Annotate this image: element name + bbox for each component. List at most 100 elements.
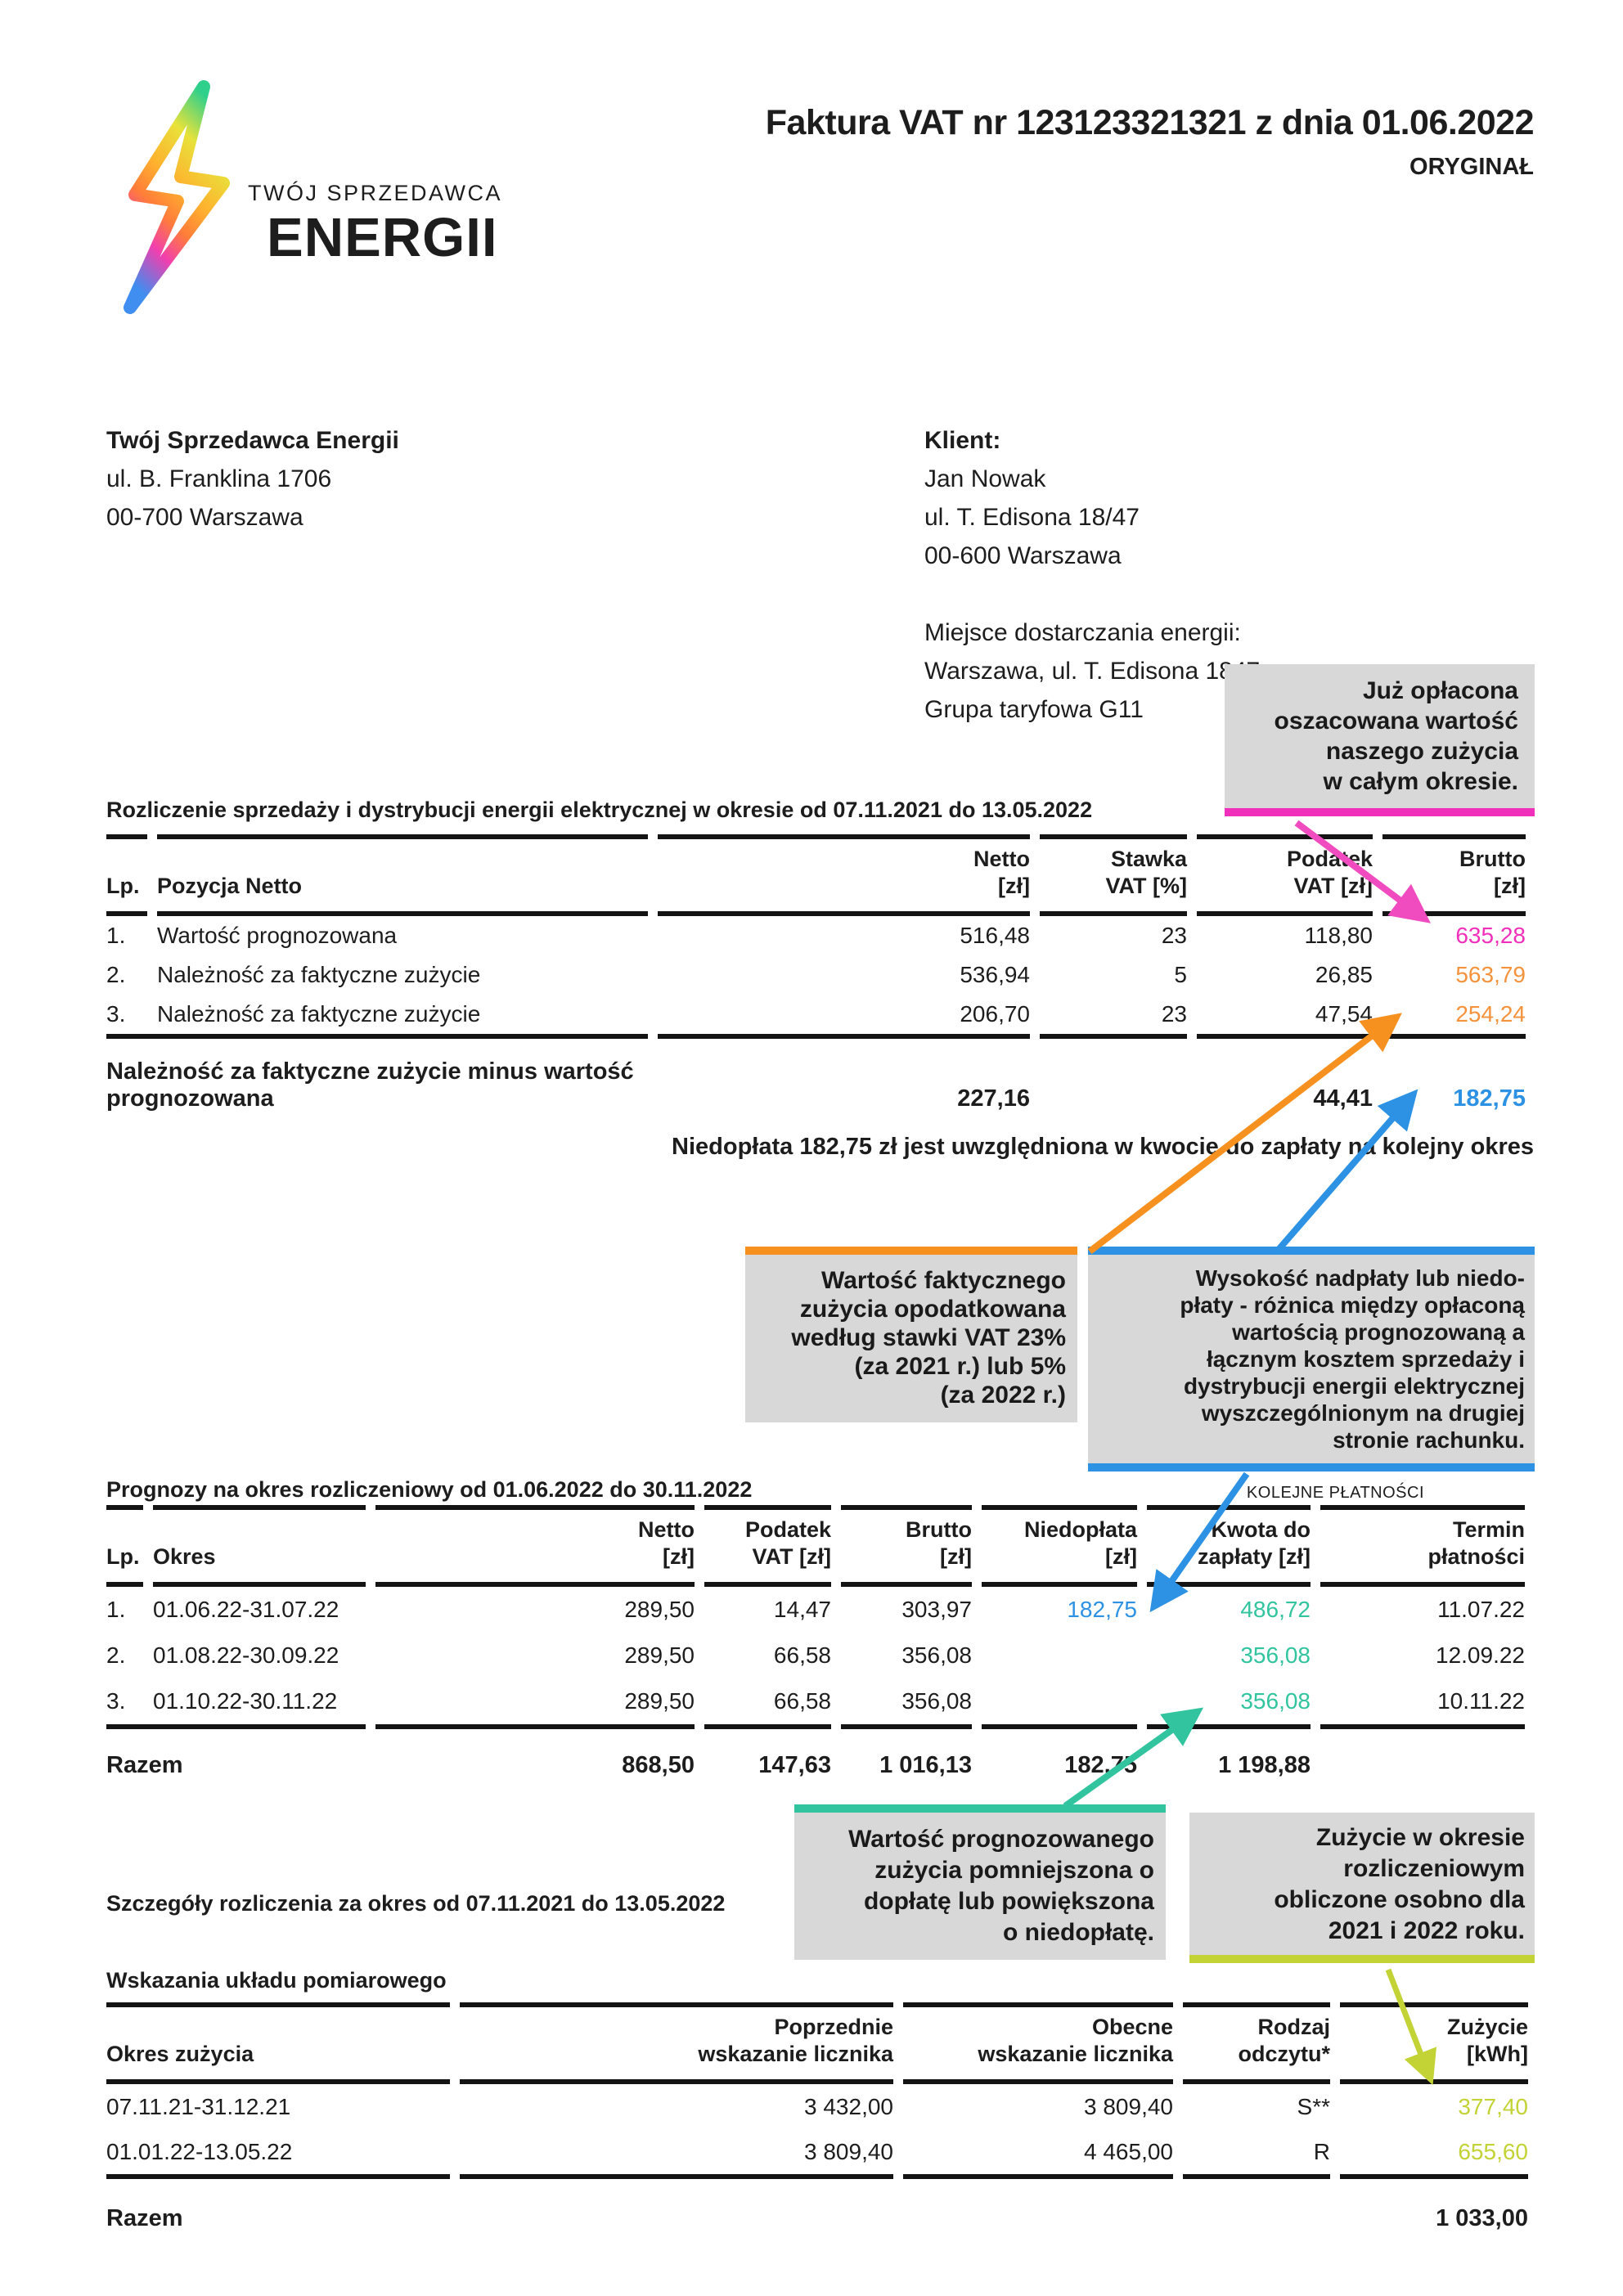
table-row: 1. 01.06.22-31.07.22 289,50 14,47 303,97… [106, 1587, 1525, 1633]
summary-vat: 44,41 [1197, 1034, 1373, 1124]
cell-okres: 01.01.22-13.05.22 [106, 2138, 293, 2164]
invoice-title: Faktura VAT nr 123123321321 z dnia 01.06… [765, 103, 1535, 142]
summary-kwota: 1 198,88 [1147, 1724, 1311, 1792]
summary-empty [1183, 2174, 1330, 2245]
summary-termin [1320, 1724, 1525, 1792]
summary-brutto: 182,75 [1382, 1034, 1526, 1124]
cell-okres: 01.08.22-30.09.22 [153, 1642, 339, 1668]
cell-vat: 26,85 [1315, 962, 1373, 987]
cell-obecne: 4 465,00 [1084, 2138, 1173, 2164]
cell-niedoplata [982, 1678, 1137, 1724]
col-vat: Podatek VAT [zł] [704, 1505, 831, 1587]
cell-zuzycie: 655,60 [1458, 2138, 1528, 2164]
cell-rodzaj: R [1313, 2138, 1330, 2164]
table-row: Lp. Okres Netto [zł] Podatek VAT [zł] Br… [106, 1505, 1525, 1587]
meter-table-title: Wskazania układu pomiarowego [106, 1968, 447, 1993]
cell-netto: 289,50 [624, 1642, 695, 1668]
cell-brutto: 563,79 [1455, 962, 1526, 987]
forecast-table-title: Prognozy na okres rozliczeniowy od 01.06… [106, 1477, 753, 1502]
table-row: 2. Należność za faktyczne zużycie 536,94… [106, 955, 1526, 995]
cell-obecne: 3 809,40 [1084, 2093, 1173, 2119]
underpayment-note: Niedopłata 182,75 zł jest uwzględniona w… [672, 1134, 1534, 1160]
cell-brutto: 635,28 [1455, 923, 1526, 948]
cell-termin: 11.07.22 [1437, 1597, 1525, 1622]
copy-type-label: ORYGINAŁ [1409, 154, 1534, 180]
cell-lp: 1. [106, 923, 126, 948]
delivery-address: Warszawa, ul. T. Edisona 1847 [924, 658, 1261, 685]
delivery-heading: Miejsce dostarczania energii: [924, 619, 1241, 646]
cell-okres: 01.06.22-31.07.22 [153, 1597, 339, 1622]
cell-lp: 1. [106, 1597, 126, 1622]
summary-row: Należność za faktyczne zużycie minus war… [106, 1034, 1526, 1124]
col-kwota: Kwota do zapłaty [zł] [1147, 1505, 1311, 1587]
cell-termin: 10.11.22 [1437, 1688, 1525, 1714]
client-city: 00-600 Warszawa [924, 542, 1122, 569]
cell-kwota: 356,08 [1240, 1688, 1311, 1714]
brand-name-bottom: ENERGII [267, 207, 498, 268]
logo-lightning-bolt-icon [124, 80, 230, 314]
cell-poprzednie: 3 432,00 [804, 2093, 893, 2119]
col-vat: Podatek VAT [zł] [1197, 834, 1373, 916]
cell-name: Wartość prognozowana [157, 923, 398, 948]
cell-name: Należność za faktyczne zużycie [157, 962, 481, 987]
col-niedoplata: Niedopłata [zł] [982, 1505, 1137, 1587]
cell-rodzaj: S** [1297, 2093, 1330, 2119]
summary-vat-rate [1040, 1034, 1187, 1124]
table-row: Okres zużycia Poprzednie wskazanie liczn… [106, 2002, 1528, 2084]
client-street: ul. T. Edisona 18/47 [924, 504, 1140, 531]
cell-brutto: 254,24 [1455, 1001, 1526, 1027]
settlement-table-title: Rozliczenie sprzedaży i dystrybucji ener… [106, 798, 1093, 822]
cell-vat: 66,58 [773, 1688, 831, 1714]
forecast-table: Lp. Okres Netto [zł] Podatek VAT [zł] Br… [97, 1505, 1535, 1792]
summary-empty [460, 2174, 893, 2245]
cell-okres: 07.11.21-31.12.21 [106, 2093, 291, 2119]
cell-netto: 536,94 [960, 962, 1030, 987]
col-brutto: Brutto [zł] [1382, 834, 1526, 916]
col-obecne: Obecne wskazanie licznika [903, 2002, 1173, 2084]
summary-label: Razem [106, 1724, 366, 1792]
cell-vat-rate: 5 [1174, 962, 1187, 987]
cell-brutto: 303,97 [901, 1597, 972, 1622]
col-brutto: Brutto [zł] [841, 1505, 972, 1587]
col-okres: Okres [153, 1505, 366, 1587]
cell-poprzednie: 3 809,40 [804, 2138, 893, 2164]
seller-block: Twój Sprzedawca Energii ul. B. Franklina… [106, 421, 399, 537]
col-zuzycie: Zużycie [kWh] [1340, 2002, 1528, 2084]
cell-lp: 2. [106, 1642, 126, 1668]
summary-name: Należność za faktyczne zużycie minus war… [106, 1034, 648, 1124]
col-okres-zuzycia: Okres zużycia [106, 2002, 450, 2084]
cell-vat: 66,58 [773, 1642, 831, 1668]
summary-vat: 147,63 [704, 1724, 831, 1792]
meter-table: Okres zużycia Poprzednie wskazanie liczn… [97, 2002, 1538, 2245]
summary-brutto: 1 016,13 [841, 1724, 972, 1792]
cell-lp: 2. [106, 962, 126, 987]
col-netto: Netto [zł] [375, 1505, 695, 1587]
client-block: Klient: Jan Nowak ul. T. Edisona 18/47 0… [924, 421, 1260, 729]
cell-termin: 12.09.22 [1436, 1642, 1525, 1668]
cell-lp: 3. [106, 1688, 126, 1714]
table-row: 01.01.22-13.05.22 3 809,40 4 465,00 R 65… [106, 2129, 1528, 2174]
cell-vat: 47,54 [1315, 1001, 1373, 1027]
summary-row: Razem 868,50 147,63 1 016,13 182,75 1 19… [106, 1724, 1525, 1792]
summary-label: Razem [106, 2174, 450, 2245]
cell-zuzycie: 377,40 [1458, 2093, 1528, 2119]
cell-vat-rate: 23 [1161, 1001, 1187, 1027]
col-name: Pozycja Netto [157, 834, 648, 916]
cell-netto: 206,70 [960, 1001, 1030, 1027]
client-name: Jan Nowak [924, 465, 1046, 492]
cell-vat: 118,80 [1304, 923, 1373, 948]
meter-table-header: Okres zużycia Poprzednie wskazanie liczn… [106, 2002, 1528, 2084]
callout-actual-usage: Wartość faktycznego zużycia opodatkowana… [745, 1247, 1077, 1422]
client-heading: Klient: [924, 427, 1001, 454]
table-row: 3. Należność za faktyczne zużycie 206,70… [106, 995, 1526, 1034]
cell-netto: 289,50 [624, 1688, 695, 1714]
col-termin: Termin płatności [1320, 1505, 1525, 1587]
col-vat-rate: Stawka VAT [%] [1040, 834, 1187, 916]
cell-kwota: 486,72 [1240, 1597, 1311, 1622]
tariff-group: Grupa taryfowa G11 [924, 696, 1144, 723]
cell-vat-rate: 23 [1161, 923, 1187, 948]
table-row: 2. 01.08.22-30.09.22 289,50 66,58 356,08… [106, 1633, 1525, 1678]
summary-zuzycie: 1 033,00 [1340, 2174, 1528, 2245]
settlement-table-header: Lp. Pozycja Netto Netto [zł] Stawka VAT … [106, 834, 1526, 916]
summary-niedoplata: 182,75 [982, 1724, 1137, 1792]
